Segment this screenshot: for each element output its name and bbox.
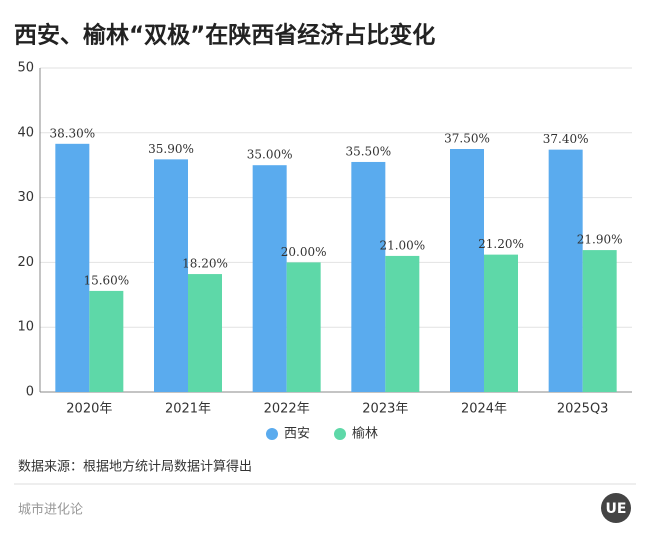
y-tick-label: 0 [26, 385, 34, 400]
legend-label: 榆林 [352, 427, 378, 442]
legend-swatch [266, 428, 278, 440]
source-note: 数据来源：根据地方统计局数据计算得出 [18, 459, 252, 475]
bar [351, 161, 386, 392]
x-tick-label: 2023年 [362, 402, 408, 417]
value-label: 20.00% [281, 245, 327, 259]
value-label: 35.00% [247, 148, 293, 162]
bar [252, 165, 287, 392]
logo [601, 493, 631, 523]
x-tick-label: 2021年 [165, 402, 211, 417]
value-label: 21.90% [577, 233, 623, 247]
value-label: 35.50% [345, 144, 391, 158]
value-label: 21.00% [379, 238, 425, 252]
bar [55, 143, 90, 392]
x-tick-label: 2020年 [66, 402, 112, 417]
bar [484, 254, 518, 392]
legend-swatch [334, 428, 346, 440]
value-label: 37.50% [444, 132, 490, 146]
y-tick-label: 30 [17, 190, 34, 205]
value-label: 21.20% [478, 237, 524, 251]
x-tick-label: 2022年 [264, 402, 310, 417]
x-tick-label: 2024年 [461, 402, 507, 417]
value-label: 37.40% [543, 132, 589, 146]
x-tick-label: 2025Q3 [557, 402, 609, 417]
value-label: 38.30% [49, 126, 95, 140]
bar [188, 274, 222, 392]
legend-label: 西安 [284, 427, 310, 442]
value-label: 15.60% [83, 273, 129, 287]
chart-title: 西安、榆林“双极”在陕西省经济占比变化 [14, 22, 435, 49]
value-label: 18.20% [182, 257, 228, 271]
bar [582, 250, 617, 392]
bar [548, 149, 583, 392]
bar [385, 255, 420, 392]
y-tick-label: 20 [17, 255, 34, 270]
bar [286, 262, 321, 392]
y-tick-label: 40 [17, 125, 34, 140]
footer-brand: 城市进化论 [18, 502, 83, 518]
bar [154, 159, 188, 392]
bar [89, 290, 124, 392]
y-tick-label: 10 [17, 320, 34, 335]
logo-text: UE [606, 501, 627, 517]
y-tick-label: 50 [17, 61, 34, 76]
value-label: 35.90% [148, 142, 194, 156]
bar [450, 149, 484, 392]
